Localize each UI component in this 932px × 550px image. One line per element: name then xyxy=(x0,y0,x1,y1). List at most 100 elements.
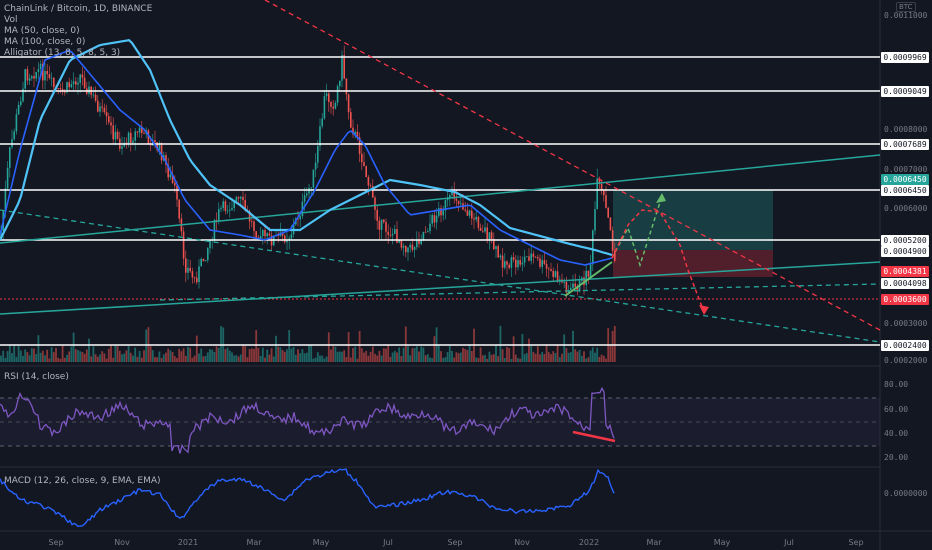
volume-bar xyxy=(303,353,306,362)
volume-bar xyxy=(264,357,266,362)
volume-bar xyxy=(239,354,242,362)
volume-bar xyxy=(266,349,269,362)
volume-bar xyxy=(380,355,383,362)
volume-bar xyxy=(90,356,93,362)
time-tick: Jul xyxy=(784,538,794,547)
candle-body xyxy=(171,174,174,184)
candle-body xyxy=(68,82,70,88)
volume-bar xyxy=(457,353,460,362)
candle-body xyxy=(4,188,7,212)
candle-body xyxy=(281,232,284,236)
candle-body xyxy=(0,230,2,240)
volume-bar xyxy=(66,354,68,362)
candle-body xyxy=(248,211,251,222)
candle-body xyxy=(508,264,510,268)
candle-body xyxy=(17,104,20,115)
time-tick: Sep xyxy=(447,538,463,547)
volume-bar xyxy=(411,348,414,362)
volume-bar xyxy=(352,347,354,362)
price-tick: 0.0008000 xyxy=(884,125,928,134)
volume-bar xyxy=(389,356,392,362)
candle-body xyxy=(191,271,194,278)
volume-bar xyxy=(165,352,167,362)
time-tick: Mar xyxy=(246,538,262,547)
candle-body xyxy=(77,82,79,85)
volume-bar xyxy=(116,346,119,362)
volume-bar xyxy=(459,352,462,362)
rsi-bearish-divergence-line[interactable] xyxy=(572,430,616,443)
volume-bar xyxy=(79,351,82,362)
rsi-legend[interactable]: RSI (14, close) xyxy=(4,372,69,382)
candle-body xyxy=(576,286,579,292)
candle-body xyxy=(609,217,612,231)
volume-bar xyxy=(118,350,121,362)
bearish-projection-path[interactable] xyxy=(611,209,705,313)
candle-body xyxy=(242,196,244,201)
rising-support-segment[interactable] xyxy=(564,261,613,297)
upper-channel-trendline[interactable] xyxy=(0,154,880,244)
volume-bar xyxy=(156,357,159,362)
volume-bar xyxy=(547,352,550,362)
level-price-label: 0.0009049 xyxy=(881,86,929,97)
candle-body xyxy=(548,268,550,270)
currency-badge[interactable]: BTC xyxy=(896,2,916,12)
volume-bar xyxy=(132,355,134,362)
volume-bar xyxy=(600,354,603,362)
volume-bar xyxy=(180,351,183,362)
volume-bar xyxy=(580,355,583,362)
volume-bar xyxy=(44,355,46,362)
volume-bar xyxy=(332,346,335,362)
candle-body xyxy=(554,271,557,277)
candle-body xyxy=(354,131,356,135)
volume-bar xyxy=(136,356,139,362)
volume-bar xyxy=(149,346,152,362)
candle-body xyxy=(141,127,143,134)
candle-body xyxy=(110,122,112,126)
candle-body xyxy=(83,77,86,89)
volume-bar xyxy=(255,330,258,362)
horizontal-dashed-support[interactable] xyxy=(159,283,880,301)
main-pane-legend[interactable]: ChainLink / Bitcoin, 1D, BINANCE Vol MA … xyxy=(4,4,152,59)
candle-body xyxy=(420,239,422,245)
volume-bar xyxy=(407,346,409,362)
candle-body xyxy=(332,106,334,109)
volume-bar xyxy=(158,351,161,362)
volume-bar xyxy=(169,350,172,362)
volume-bar xyxy=(257,347,260,362)
candle-body xyxy=(614,250,616,261)
volume-bar xyxy=(574,349,577,362)
candle-body xyxy=(224,201,227,211)
candle-body xyxy=(528,256,530,261)
volume-bar xyxy=(338,351,341,362)
volume-bar xyxy=(129,352,132,362)
volume-bar xyxy=(451,350,453,362)
volume-bar xyxy=(325,356,328,362)
volume-bar xyxy=(202,356,205,362)
volume-bar xyxy=(151,350,154,362)
candle-body xyxy=(365,166,367,178)
lower-channel-trendline[interactable] xyxy=(0,261,880,315)
volume-bar xyxy=(583,351,585,362)
volume-bar xyxy=(354,346,357,362)
long-position-profit-zone[interactable] xyxy=(613,190,773,250)
descending-dashed-support[interactable] xyxy=(0,209,880,343)
volume-bar xyxy=(114,345,117,362)
volume-bar xyxy=(96,356,99,362)
candle-body xyxy=(314,162,317,170)
candle-body xyxy=(407,247,409,253)
candle-body xyxy=(378,220,381,230)
macd-legend[interactable]: MACD (12, 26, close, 9, EMA, EMA) xyxy=(4,476,161,486)
candle-body xyxy=(200,258,202,267)
bearish-projection-arrowhead xyxy=(699,305,709,315)
volume-bar xyxy=(514,354,517,362)
volume-bar xyxy=(286,349,288,362)
candle-body xyxy=(15,114,18,132)
candle-body xyxy=(323,96,326,119)
candle-body xyxy=(57,87,59,89)
candle-body xyxy=(504,261,506,268)
volume-bar xyxy=(477,358,480,362)
volume-bar xyxy=(224,349,227,362)
candle-body xyxy=(75,81,77,85)
candle-body xyxy=(218,209,220,222)
